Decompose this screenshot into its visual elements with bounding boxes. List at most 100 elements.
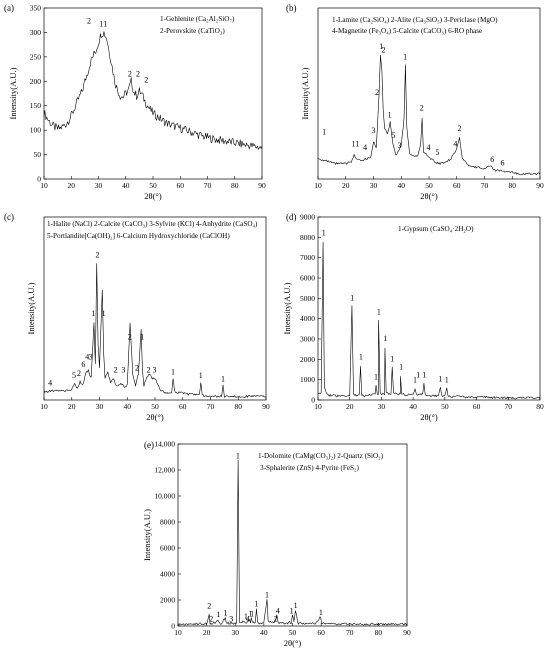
peak-label: 1 (254, 600, 258, 609)
peak-label: 1 (244, 612, 248, 621)
x-tick-label: 10 (314, 181, 322, 190)
y-tick-label: 4000 (300, 314, 315, 323)
peak-label: 3 (121, 366, 125, 375)
x-tick-label: 70 (481, 181, 489, 190)
peak-label: 1 (250, 609, 254, 618)
x-axis-label: 2θ(°) (284, 638, 302, 648)
chart-panel-c: 10 20 30 40 50 60 70 80 90 2θ(°) Intensity(A.U.) (c… (4, 212, 270, 422)
peak-label: 2 (128, 333, 132, 342)
peak-label: 6 (490, 155, 494, 164)
y-tick-label: 9000 (300, 213, 315, 222)
y-tick-label: 0 (171, 622, 175, 631)
peak-label: 3 (229, 614, 233, 623)
panel-label: (a) (4, 3, 14, 13)
peak-label: 2 (274, 614, 278, 623)
peak-label: 2 (114, 366, 118, 375)
x-tick-label: 40 (409, 402, 417, 411)
peak-label: 1 (171, 367, 175, 376)
x-tick-label: 40 (260, 628, 268, 637)
peak-label: 1 (290, 607, 294, 616)
peak-label: 4 (453, 140, 457, 149)
y-tick-label: 2000 (160, 596, 175, 605)
peak-label: 4 (85, 353, 89, 362)
x-tick-label: 80 (509, 181, 517, 190)
y-tick-label: 5000 (300, 294, 315, 303)
x-tick-label: 10 (40, 402, 48, 411)
peak-label: 1 (438, 375, 442, 384)
x-tick-label: 30 (370, 181, 378, 190)
y-tick-label: 100 (30, 126, 42, 135)
peak-label: 1 (422, 371, 426, 380)
peak-label: 1 (413, 376, 417, 385)
peak-label: 1 (319, 608, 323, 617)
peak-label: 1 (379, 42, 383, 51)
peak-label: 1 (102, 309, 106, 318)
peak-label: 2 (147, 366, 151, 375)
peak-label: 4 (246, 614, 250, 623)
x-tick-label: 90 (258, 181, 266, 190)
peak-label: 1 (221, 375, 225, 384)
x-tick-label: 50 (289, 628, 297, 637)
x-tick-label: 20 (342, 181, 350, 190)
peak-label: 3 (398, 141, 402, 150)
peak-label: 1 (140, 333, 144, 342)
legend-entry: 4-Magnetite (Fe₃O₄) 5-Calcite (CaCO₃) 6-… (332, 27, 482, 35)
peak-label: 2 (135, 364, 139, 373)
chart-panel-b: 10 20 30 40 50 60 70 80 90 2θ(°) Intensity(A.U.) (b… (286, 3, 544, 201)
peak-label: 6 (501, 158, 505, 167)
peak-label: 5 (391, 131, 395, 140)
peak-label: 1 (359, 352, 363, 361)
x-tick-label: 70 (207, 402, 215, 411)
y-axis-label: Intensity(A.U.) (8, 67, 18, 119)
peak-label: 1 (265, 590, 269, 599)
plot-frame (317, 216, 541, 401)
x-axis-label: 2θ(°) (144, 191, 162, 201)
x-axis-label: 2θ(°) (146, 412, 164, 422)
x-tick-label: 30 (232, 628, 240, 637)
legend-entry: 1-Gypsum (CaSO₄·2H₂O) (398, 225, 474, 233)
panel-label: (b) (286, 3, 297, 13)
peak-label: 1 (224, 609, 228, 618)
y-axis-label: Intensity(A.U.) (282, 282, 292, 334)
panel-label: (d) (286, 212, 297, 222)
peak-label: 6 (81, 360, 85, 369)
x-tick-label: 90 (262, 402, 270, 411)
y-axis-label: Intensity(A.U.) (300, 67, 310, 119)
peak-label: 3 (152, 366, 156, 375)
x-axis-label: 2θ(°) (420, 191, 438, 201)
y-tick-label: 0 (311, 396, 315, 405)
x-tick-label: 30 (96, 402, 104, 411)
x-tick-label: 60 (177, 181, 185, 190)
peak-label: 1 (390, 354, 394, 363)
peak-label: 4 (276, 607, 280, 616)
peak-label: 1 (322, 128, 326, 137)
x-tick-label: 80 (231, 181, 239, 190)
x-tick-label: 50 (149, 181, 157, 190)
peak-label: 2 (381, 45, 385, 54)
x-tick-label: 80 (375, 628, 383, 637)
x-tick-label: 50 (151, 402, 159, 411)
peak-label: 1 (248, 609, 252, 618)
x-tick-label: 30 (378, 402, 386, 411)
y-tick-label: 150 (30, 101, 42, 110)
y-tick-label: 6000 (300, 274, 315, 283)
peak-label: 1 (199, 371, 203, 380)
legend-entry: 5-Portlandite[Ca(OH)₂] 6-Calcium Hydroxy… (47, 232, 230, 240)
peak-label: 3 (89, 353, 93, 362)
chart-panel-e: 10 20 30 40 50 60 70 80 90 0 2000 4000 6000 8000 10,00… (142, 440, 411, 649)
legend-entry: 2-Perovskite (CaTiO₃) (160, 27, 225, 35)
peak-label: 2 (209, 614, 213, 623)
panel-label: (e) (144, 440, 154, 450)
xrd-trace (177, 460, 408, 626)
peak-label: 1 (350, 293, 354, 302)
x-tick-label: 60 (179, 402, 187, 411)
y-tick-label: 3000 (300, 335, 315, 344)
x-tick-label: 20 (68, 402, 76, 411)
x-tick-label: 60 (453, 181, 461, 190)
chart-panel-d: 10 20 30 40 50 60 70 80 0 1000 2000 3000 4000 5000 600… (282, 212, 544, 422)
peak-label: 2 (96, 250, 100, 259)
peak-label: 1 (377, 308, 381, 317)
y-axis-label: Intensity(A.U.) (26, 282, 36, 334)
y-tick-label: 250 (30, 52, 42, 61)
chart-panel-a: 10 20 30 40 50 60 70 80 90 0 50 100 150 200 250 300 350 2… (4, 3, 266, 201)
